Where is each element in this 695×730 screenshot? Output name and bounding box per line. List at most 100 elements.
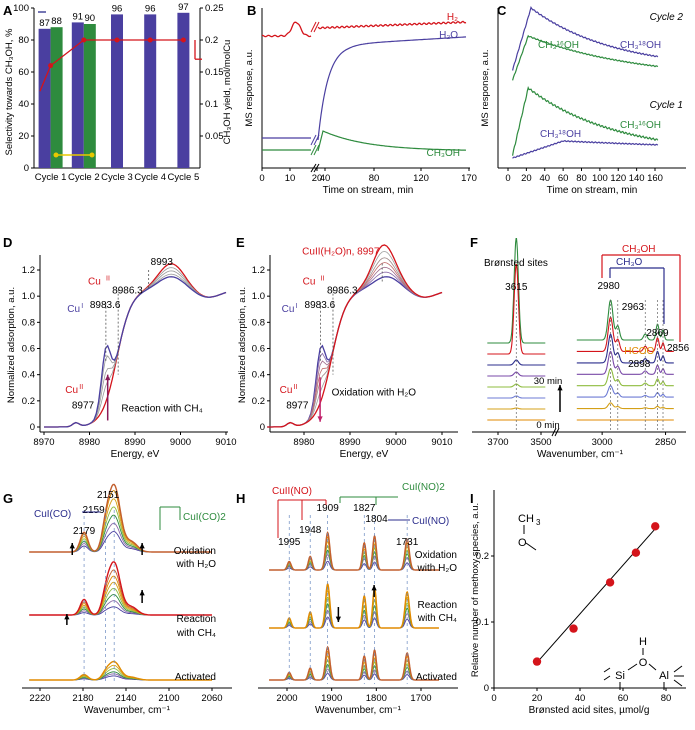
panel-d-y-tick-label: 0.8 xyxy=(22,317,35,328)
panel-i-ylabel: Relative number of methoxy species, a.u. xyxy=(470,503,481,677)
panel-h-spectrum xyxy=(269,545,439,571)
panel-e-annotation: Oxidation with H₂O xyxy=(332,388,417,399)
panel-h-annotation: 1909 xyxy=(317,503,340,514)
panel-label: G xyxy=(3,491,13,506)
panel-i-data-point xyxy=(532,657,542,666)
panel-i-structure-bond xyxy=(673,679,683,687)
panel-a-category-label: Cycle 5 xyxy=(168,172,200,183)
panel-b-x-tick-label: 120 xyxy=(413,173,429,184)
panel-e-y-tick-label: 0 xyxy=(260,422,265,433)
panel-i-x-tick-label: 60 xyxy=(618,693,629,704)
panel-h-x-tick-label: 1900 xyxy=(321,693,342,704)
panel-a-yield-point xyxy=(180,37,186,43)
panel-a-yellow-point xyxy=(53,152,59,158)
panel-h-spectrum xyxy=(269,549,439,571)
panel-h-spectrum xyxy=(269,659,439,681)
panel-e-x-tick-label: 8980 xyxy=(293,437,314,448)
panel-e-annotation: 8977 xyxy=(286,401,309,412)
panel-a-bar xyxy=(111,14,123,169)
panel-f-axis-break xyxy=(551,427,557,437)
panel-h-annotation: Activated xyxy=(416,672,457,683)
panel-e-x-tick-label: 9000 xyxy=(385,437,406,448)
panel-i-y-tick-label: 0.2 xyxy=(476,551,489,562)
panel-f-spectrum-ch xyxy=(576,385,674,398)
panel-i-x-tick-label: 40 xyxy=(575,693,586,704)
panel-h-spectrum xyxy=(269,531,439,571)
panel-d-spectrum xyxy=(44,276,227,428)
panel-f-axis-break xyxy=(554,427,560,437)
panel-i-structure-text: Al xyxy=(659,670,669,682)
panel-h-xlabel: Wavenumber, cm⁻¹ xyxy=(315,705,402,716)
panel-d-annotation: 8983.6 xyxy=(90,300,121,311)
panel-h-annotation: with H₂O xyxy=(417,563,458,574)
panel-c-ylabel: MS response, a.u. xyxy=(480,49,491,126)
panel-h-x-tick-label: 1800 xyxy=(366,693,387,704)
panel-a-bar-label: 91 xyxy=(73,11,84,22)
panel-i-structure-text: CH xyxy=(518,513,534,525)
panel-f-spectrum-oh xyxy=(487,237,546,344)
panel-a-bar-label: 96 xyxy=(145,3,156,14)
panel-g-annotation: with CH₄ xyxy=(176,628,216,639)
panel-a-category-label: Cycle 2 xyxy=(68,172,100,183)
panel-b-axis-break xyxy=(313,134,320,146)
panel-g-x-tick-label: 2180 xyxy=(72,693,93,704)
panel-a-y2-tick-label: 0.2 xyxy=(205,35,218,46)
panel-h-legend-cu-no2: CuI(NO)2 xyxy=(402,482,445,493)
panel-e-ylabel: Normalized adsorption, a.u. xyxy=(237,287,248,403)
panel-b-x-tick-label: 80 xyxy=(369,173,380,184)
panel-h-spectrum xyxy=(269,664,439,681)
panel-g-x-tick-label: 2060 xyxy=(201,693,222,704)
panel-h-x-tick-label: 2000 xyxy=(276,693,297,704)
panel-i-data-point xyxy=(651,522,660,531)
panel-i-x-tick-label: 20 xyxy=(532,693,543,704)
panel-b-axis-break xyxy=(310,134,317,146)
panel-h-spectrum xyxy=(269,655,439,681)
panel-b-series-ch3oh xyxy=(317,130,467,152)
panel-a-bar xyxy=(177,12,190,168)
panel-g-x-tick-label: 2220 xyxy=(29,693,50,704)
panel-h-arrow-head xyxy=(371,585,377,591)
panel-c-legend-18oh: CH₃¹⁸OH xyxy=(620,40,661,51)
panel-b-x-tick-label: 20 xyxy=(312,173,323,184)
panel-label: H xyxy=(236,491,245,506)
panel-e-title-note: CuII(H₂O)n, 8997 xyxy=(302,246,380,257)
panel-i-y-tick-label: 0.1 xyxy=(476,617,489,628)
panel-a-bar xyxy=(38,28,51,168)
panel-h-annotation: 1827 xyxy=(353,503,376,514)
panel-h-spectrum xyxy=(269,603,439,629)
panel-a-bar-label: 97 xyxy=(178,2,189,13)
panel-i-structure-bond xyxy=(603,675,611,681)
panel-a-yield-point xyxy=(48,63,54,69)
panel-c-x-tick-label: 0 xyxy=(505,173,510,184)
panel-c-cycle1-ch3-16oh xyxy=(512,85,659,156)
panel-h-legend-cu-no: CuII(NO) xyxy=(272,486,312,497)
panel-h-spectrum xyxy=(269,645,439,681)
panel-c-annotation-cycle2: Cycle 2 xyxy=(650,12,684,23)
panel-g-arrow-head xyxy=(139,543,145,549)
panel-a-category-label: Cycle 4 xyxy=(134,172,166,183)
panel-g-annotation: Activated xyxy=(175,672,216,683)
panel-g-spectrum xyxy=(29,660,212,681)
panel-c-x-tick-label: 120 xyxy=(610,173,626,184)
panel-h-legend-cu-no-i: CuI(NO) xyxy=(412,516,449,527)
panel-d-x-tick-label: 8990 xyxy=(124,437,145,448)
panel-a-bar xyxy=(144,14,157,169)
panel-d-x-tick-label: 9000 xyxy=(170,437,191,448)
panel-c-x-tick-label: 20 xyxy=(521,173,532,184)
panel-e-xlabel: Energy, eV xyxy=(340,449,389,460)
panel-d-annotation: 8993 xyxy=(151,257,174,268)
panel-i-structure-text: O xyxy=(518,537,527,549)
panel-h-spectrum xyxy=(269,589,439,629)
panel-a-yield-point xyxy=(147,37,153,43)
panel-e-y-tick-label: 0.4 xyxy=(252,370,265,381)
panel-i-structure-bond xyxy=(673,665,683,673)
panel-label: D xyxy=(3,235,12,250)
panel-f-annotation: 2963 xyxy=(622,302,645,313)
panel-f-spectrum-oh xyxy=(487,263,546,355)
panel-i-structure-text: 3 xyxy=(536,518,541,527)
panel-d-y-tick-label: 0.2 xyxy=(22,396,35,407)
panel-h-x-tick-label: 1700 xyxy=(410,693,431,704)
panel-label: I xyxy=(470,491,474,506)
panel-b-axis-break xyxy=(310,163,317,173)
